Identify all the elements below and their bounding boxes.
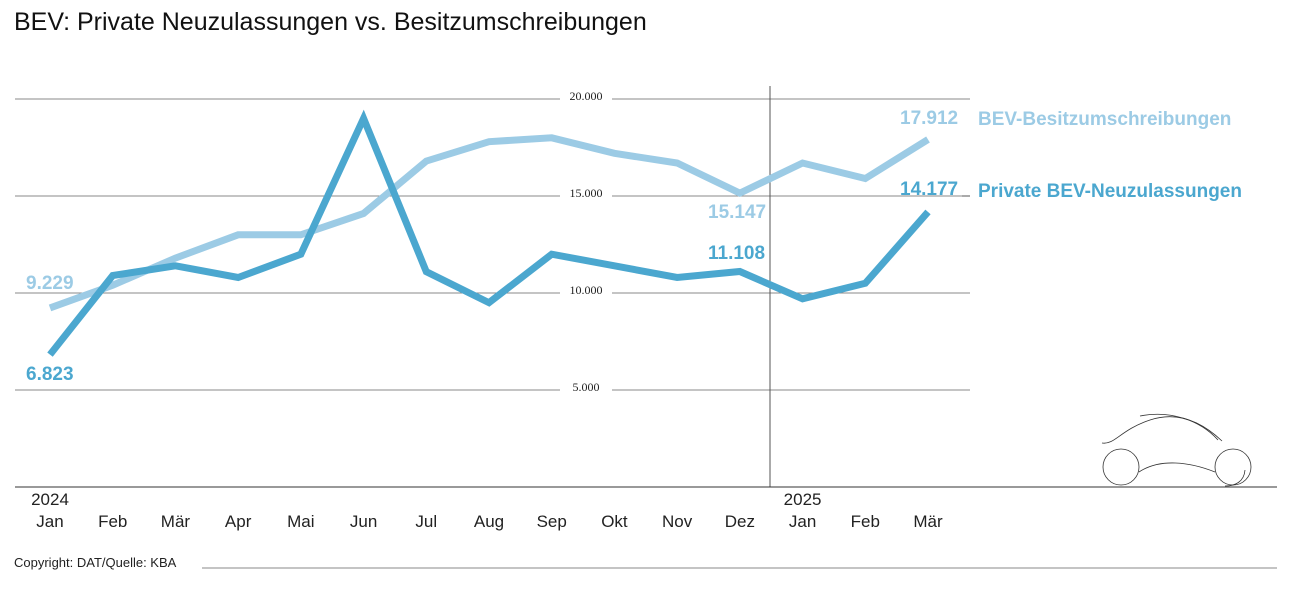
x-tick-label: Apr <box>225 512 252 531</box>
data-label: 6.823 <box>26 364 74 385</box>
x-tick-label: Mär <box>161 512 191 531</box>
series-line <box>47 109 931 357</box>
car-logo <box>1101 413 1252 487</box>
legend-entry: BEV-Besitzumschreibungen <box>978 109 1231 130</box>
x-tick-label: Sep <box>537 512 567 531</box>
x-tick-label: Okt <box>601 512 628 531</box>
x-tick-label: Mär <box>913 512 943 531</box>
data-label: 17.912 <box>900 108 958 129</box>
x-tick-label: Dez <box>725 512 755 531</box>
x-tick-label: Feb <box>98 512 127 531</box>
x-tick-label: Mai <box>287 512 314 531</box>
x-tick-label: Jul <box>415 512 437 531</box>
y-tick-label: 20.000 <box>570 89 603 103</box>
x-tick-label: Jun <box>350 512 377 531</box>
data-label: 9.229 <box>26 273 74 294</box>
data-label: 11.108 <box>708 243 765 264</box>
tick-label-bg <box>560 187 612 201</box>
data-label: 15.147 <box>708 202 766 223</box>
x-tick-label: Jan <box>36 512 63 531</box>
x-tick-label: Jan <box>789 512 816 531</box>
series-line <box>48 134 930 312</box>
x-tick-label: Aug <box>474 512 504 531</box>
year-label: 2025 <box>784 490 822 509</box>
y-tick-label: 15.000 <box>570 186 603 200</box>
tick-label-bg <box>560 381 612 395</box>
chart-title: BEV: Private Neuzulassungen vs. Besitzum… <box>14 8 647 36</box>
y-tick-label: 5.000 <box>573 380 600 394</box>
data-label: 14.177 <box>900 179 958 200</box>
tick-label-bg <box>560 90 612 104</box>
y-tick-label: 10.000 <box>570 283 603 297</box>
copyright-text: Copyright: DAT/Quelle: KBA <box>14 555 177 570</box>
x-tick-label: Feb <box>851 512 880 531</box>
year-label: 2024 <box>31 490 69 509</box>
tick-label-bg <box>560 284 612 298</box>
legend-entry: Private BEV-Neuzulassungen <box>978 181 1242 202</box>
x-tick-label: Nov <box>662 512 693 531</box>
